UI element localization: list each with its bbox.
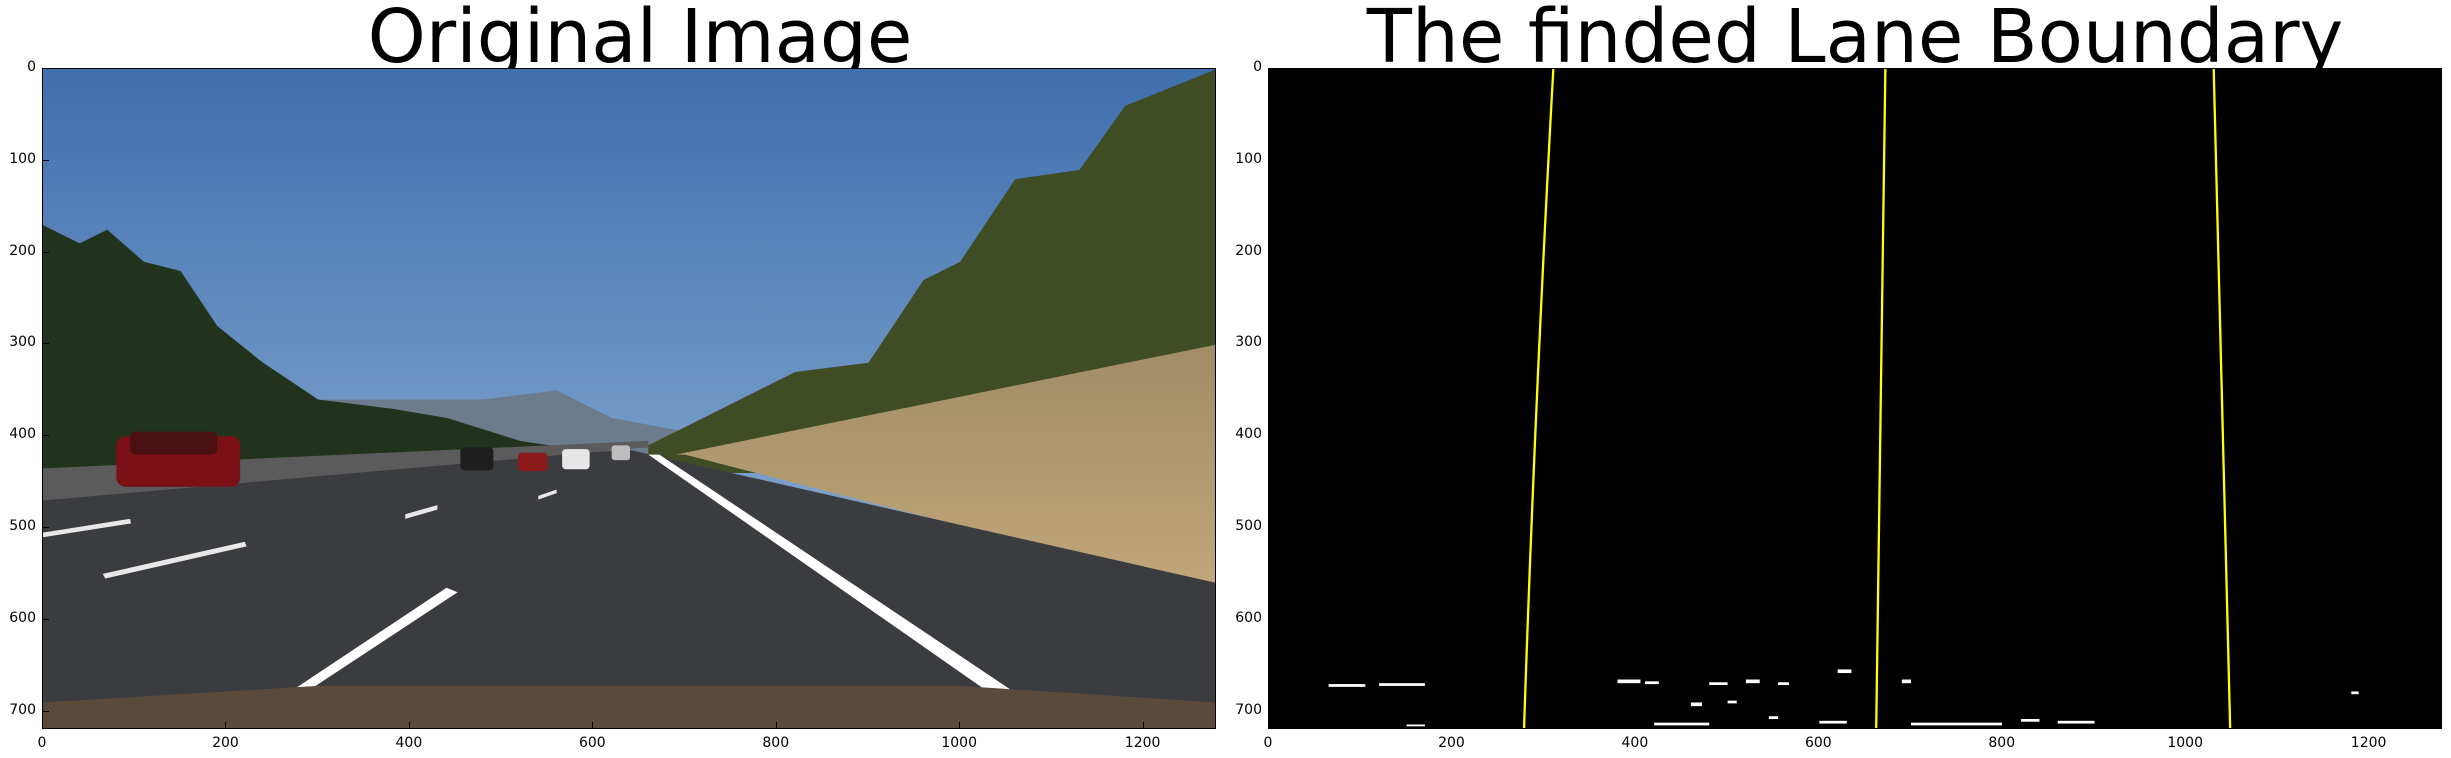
left-y-tick-label: 500 (9, 518, 36, 535)
right-x-tick (2001, 722, 2003, 729)
right-lane-fit-line (2212, 69, 2232, 728)
left-y-tick-label: 0 (27, 59, 36, 75)
right-x-tick (1818, 722, 1820, 729)
right-x-tick-label: 200 (1438, 735, 1465, 751)
right-y-tick-label: 500 (1235, 518, 1262, 535)
left-y-tick (42, 159, 49, 161)
right-y-tick (1268, 251, 1275, 253)
left-x-tick-label: 400 (395, 735, 423, 751)
right-x-tick (1451, 722, 1453, 729)
left-y-tick (42, 343, 49, 345)
right-y-tick-label: 0 (1253, 59, 1262, 75)
left-lane-fit-line (1522, 69, 1555, 728)
right-y-tick (1268, 527, 1275, 529)
right-y-tick-label: 400 (1235, 426, 1262, 443)
right-x-tick (2185, 722, 2187, 729)
original-image-axes (42, 68, 1216, 729)
left-x-tick-label: 1200 (1124, 735, 1161, 751)
right-y-tick-label: 300 (1235, 334, 1262, 351)
right-y-tick (1268, 435, 1275, 437)
left-x-tick-label: 1000 (941, 735, 977, 751)
left-y-tick-label: 200 (9, 242, 36, 259)
left-x-tick (959, 722, 961, 729)
left-x-tick-label: 200 (212, 735, 239, 751)
right-x-tick-label: 600 (1804, 735, 1832, 751)
right-y-tick-label: 100 (1235, 150, 1262, 167)
left-x-tick-label: 800 (762, 735, 790, 751)
left-y-tick (42, 251, 49, 253)
left-y-tick (42, 618, 49, 620)
right-y-tick (1268, 618, 1275, 620)
left-y-tick (42, 527, 49, 529)
right-y-tick-label: 700 (1235, 701, 1262, 718)
left-y-tick-label: 100 (9, 150, 36, 167)
left-y-tick-label: 400 (9, 426, 36, 443)
right-x-tick-label: 1200 (2350, 735, 2387, 751)
left-x-tick (592, 722, 594, 729)
left-x-tick (1142, 722, 1144, 729)
center-lane-fit-line (1875, 69, 1887, 728)
left-x-tick (408, 722, 410, 729)
lane-boundary-axes (1268, 68, 2442, 729)
right-y-tick (1268, 710, 1275, 712)
right-x-tick-label: 1000 (2167, 735, 2203, 751)
left-x-tick-label: 0 (37, 735, 47, 751)
left-x-tick (775, 722, 777, 729)
left-y-tick-label: 600 (9, 609, 36, 626)
left-x-tick-label: 600 (578, 735, 606, 751)
right-y-tick-label: 200 (1235, 242, 1262, 259)
right-x-tick (2368, 722, 2370, 729)
right-y-tick (1268, 68, 1275, 69)
left-y-tick (42, 435, 49, 437)
left-y-tick (42, 68, 49, 69)
original-road-photo (43, 69, 1215, 728)
left-panel-title: Original Image (367, 0, 913, 80)
lane-boundary-binary-image (1269, 69, 2441, 728)
right-x-tick (1634, 722, 1636, 729)
left-x-tick (225, 722, 227, 729)
right-y-tick (1268, 159, 1275, 161)
right-x-tick-label: 400 (1621, 735, 1649, 751)
left-y-tick-label: 700 (9, 701, 36, 718)
binary-pixel-noise (1328, 669, 2359, 727)
right-x-tick (1268, 722, 1269, 729)
right-x-tick-label: 0 (1263, 735, 1273, 751)
left-y-tick-label: 300 (9, 334, 36, 351)
left-x-tick (42, 722, 43, 729)
right-y-tick (1268, 343, 1275, 345)
right-panel-title: The finded Lane Boundary (1366, 0, 2344, 80)
right-y-tick-label: 600 (1235, 609, 1262, 626)
right-x-tick-label: 800 (1988, 735, 2016, 751)
left-y-tick (42, 710, 49, 712)
